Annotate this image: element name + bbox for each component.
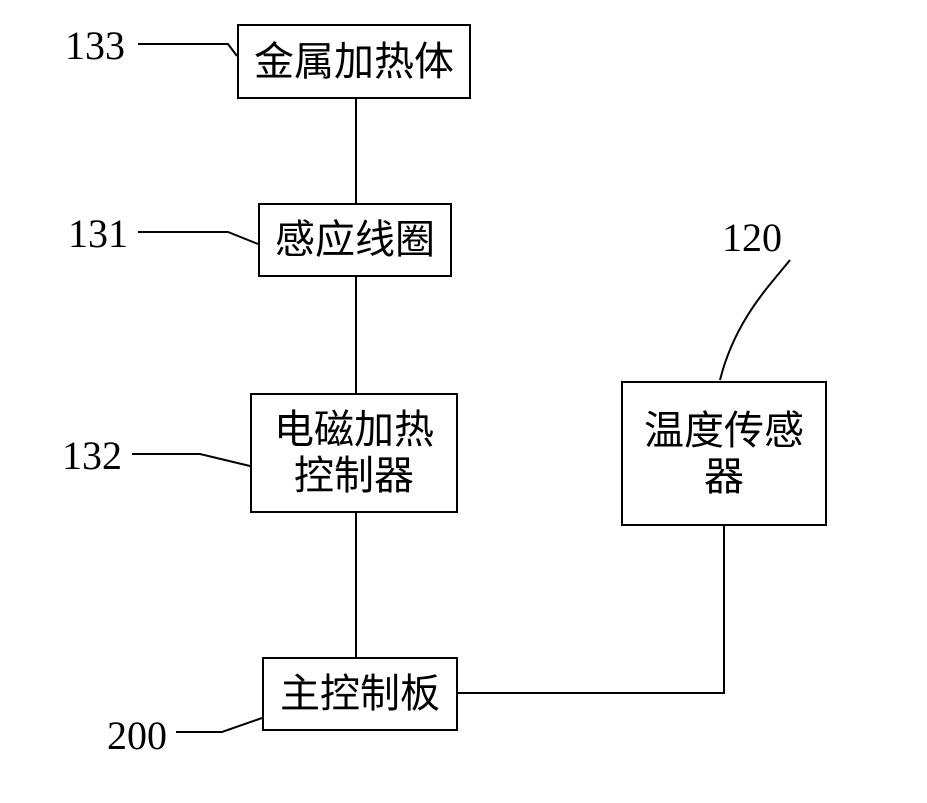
diagram-canvas: 金属加热体 感应线圈 电磁加热 控制器 温度传感 器 主控制板 133 131 … xyxy=(0,0,927,803)
leader-200 xyxy=(0,0,927,803)
